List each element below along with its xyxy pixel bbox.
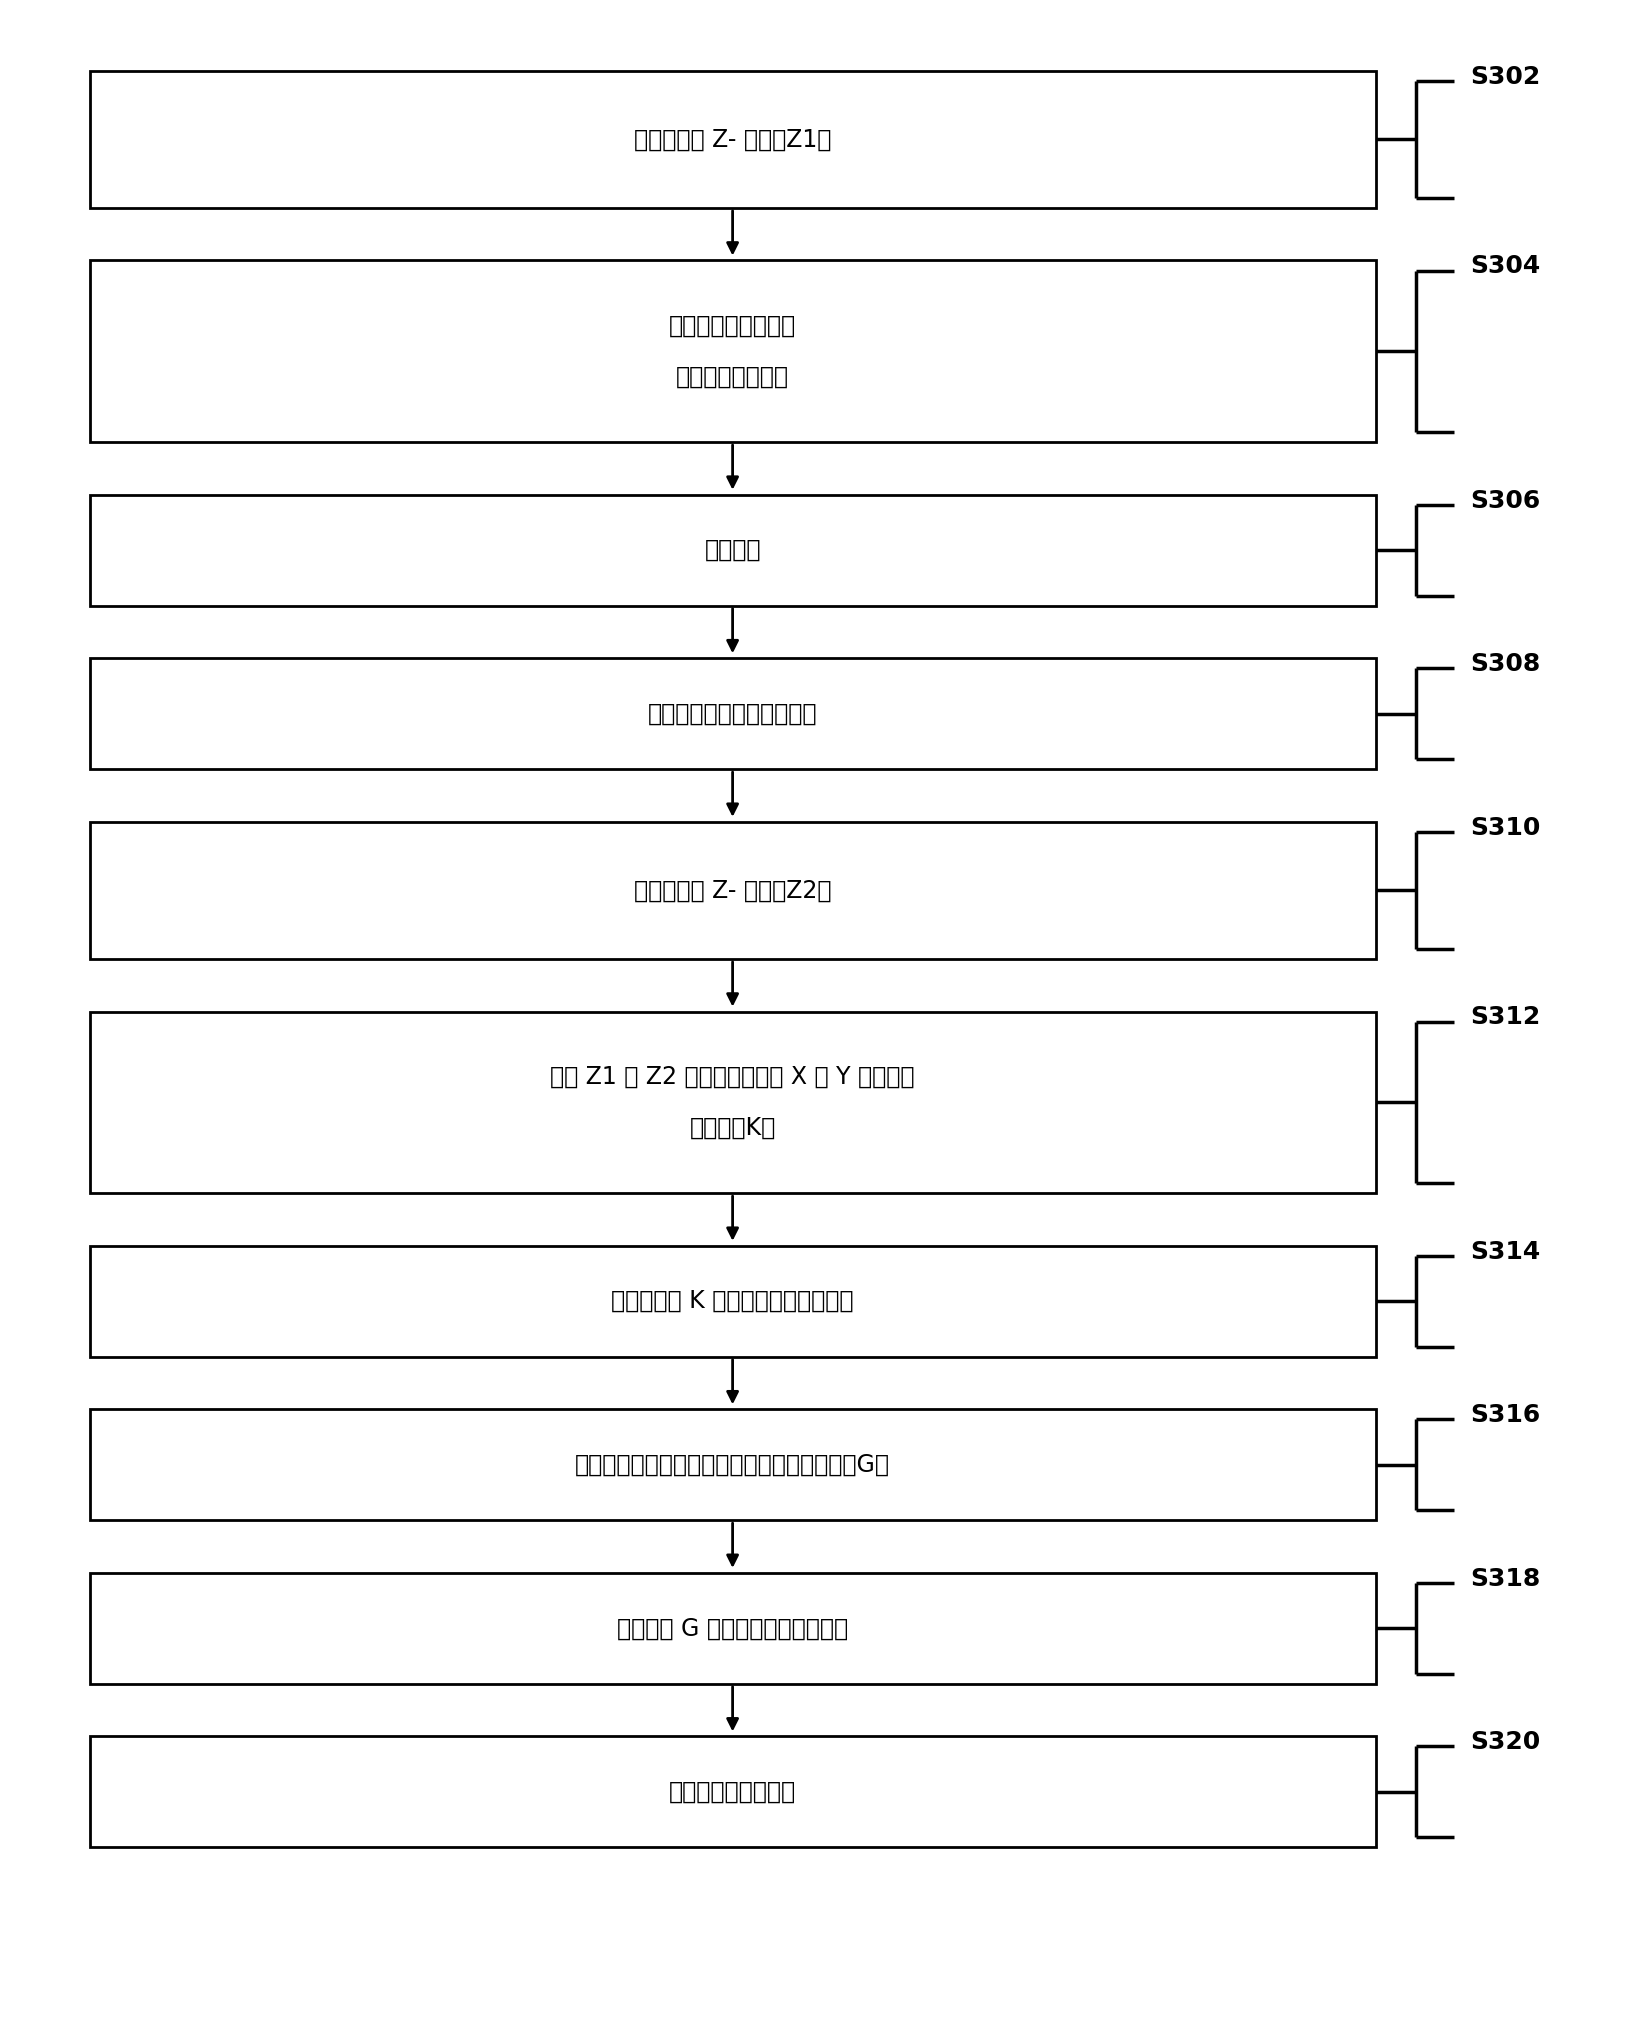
Text: S318: S318 — [1470, 1567, 1540, 1591]
Text: S312: S312 — [1470, 1005, 1540, 1030]
Text: 获取工件的 Z- 形状（Z2）: 获取工件的 Z- 形状（Z2） — [633, 878, 832, 902]
Text: 图案化地形成后续层: 图案化地形成后续层 — [669, 1781, 796, 1803]
Text: S302: S302 — [1470, 65, 1540, 89]
Text: 处理工件: 处理工件 — [705, 539, 760, 561]
Text: S304: S304 — [1470, 254, 1540, 279]
Text: S314: S314 — [1470, 1240, 1540, 1264]
Text: （包含对准标记）: （包含对准标记） — [676, 365, 790, 390]
Text: 获取工件的 Z- 形状（Z1）: 获取工件的 Z- 形状（Z1） — [633, 127, 832, 151]
Text: S308: S308 — [1470, 652, 1540, 676]
Text: 基于 Z1 与 Z2 之间的差异计算 X 和 Y 网格中的: 基于 Z1 与 Z2 之间的差异计算 X 和 Y 网格中的 — [550, 1064, 915, 1088]
Bar — [90, 822, 1376, 959]
Bar — [90, 1409, 1376, 1520]
Bar — [90, 1246, 1376, 1357]
Text: S306: S306 — [1470, 489, 1540, 513]
Bar — [90, 260, 1376, 442]
Text: S310: S310 — [1470, 816, 1540, 840]
Text: 准备好图案化地形成后续层: 准备好图案化地形成后续层 — [648, 703, 817, 725]
Text: 图案化地形成参考层: 图案化地形成参考层 — [669, 313, 796, 337]
Bar — [90, 1736, 1376, 1847]
Bar — [90, 1573, 1376, 1684]
Text: S316: S316 — [1470, 1403, 1540, 1427]
Text: 基于补偿值 K 更新图案化的参考网格: 基于补偿值 K 更新图案化的参考网格 — [612, 1290, 853, 1312]
Bar — [90, 71, 1376, 208]
Text: S320: S320 — [1470, 1730, 1540, 1755]
Text: 基于补偿 G 更新图案化的参考网格: 基于补偿 G 更新图案化的参考网格 — [617, 1617, 848, 1639]
Text: 补偿值（K）: 补偿值（K） — [690, 1117, 775, 1141]
Text: 测量参考层中的对准标记并且计算全局变换（G）: 测量参考层中的对准标记并且计算全局变换（G） — [575, 1454, 891, 1476]
Bar — [90, 658, 1376, 769]
Bar — [90, 495, 1376, 606]
Bar — [90, 1012, 1376, 1193]
